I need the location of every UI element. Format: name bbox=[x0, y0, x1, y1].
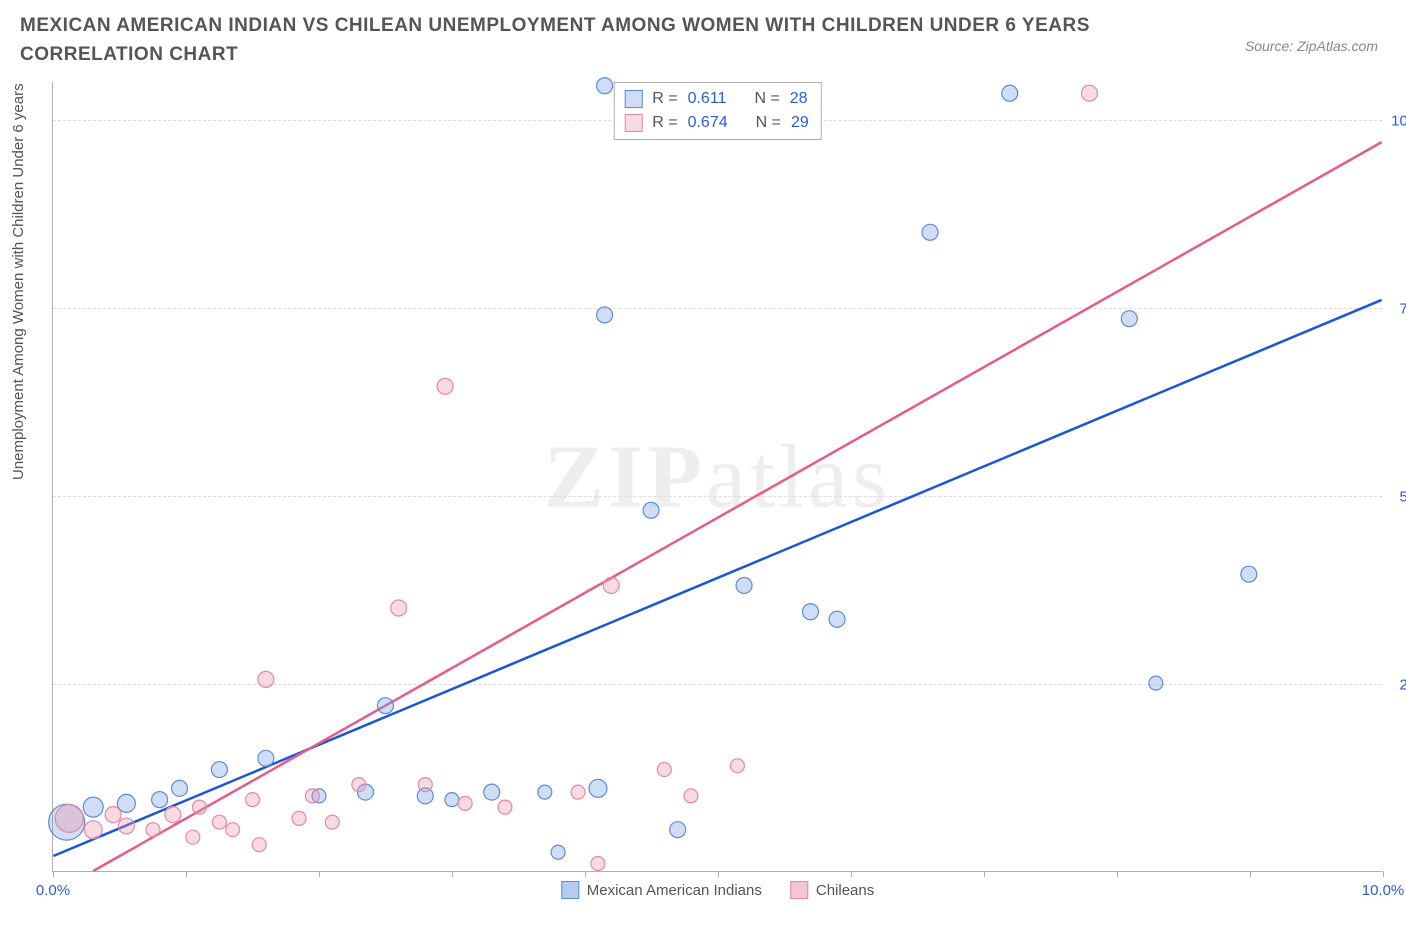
scatter-point bbox=[1081, 85, 1097, 101]
scatter-point bbox=[670, 822, 686, 838]
scatter-point bbox=[258, 671, 274, 687]
scatter-point bbox=[418, 778, 432, 792]
legend-r-value: 0.611 bbox=[688, 87, 727, 111]
scatter-svg-layer bbox=[53, 82, 1382, 871]
scatter-point bbox=[458, 796, 472, 810]
chart-title: MEXICAN AMERICAN INDIAN VS CHILEAN UNEMP… bbox=[20, 12, 1120, 69]
legend-row: R = 0.674 N = 29 bbox=[624, 111, 809, 135]
scatter-point bbox=[538, 785, 552, 799]
scatter-point bbox=[484, 784, 500, 800]
scatter-point bbox=[377, 698, 393, 714]
scatter-point bbox=[152, 792, 168, 808]
scatter-point bbox=[258, 750, 274, 766]
scatter-point bbox=[212, 815, 226, 829]
scatter-point bbox=[1241, 566, 1257, 582]
scatter-point bbox=[643, 502, 659, 518]
legend-n-value: 28 bbox=[790, 87, 808, 111]
trend-line bbox=[53, 300, 1381, 856]
scatter-point bbox=[84, 821, 102, 839]
scatter-point bbox=[603, 577, 619, 593]
legend-item: Mexican American Indians bbox=[561, 881, 762, 899]
scatter-point bbox=[591, 856, 605, 870]
chart-plot-area: ZIPatlas 25.0%50.0%75.0%100.0% 0.0%10.0%… bbox=[52, 82, 1382, 872]
source-credit: Source: ZipAtlas.com bbox=[1245, 38, 1378, 54]
scatter-point bbox=[1002, 85, 1018, 101]
scatter-point bbox=[305, 789, 319, 803]
scatter-point bbox=[146, 823, 160, 837]
scatter-point bbox=[657, 763, 671, 777]
x-tick bbox=[1250, 871, 1251, 877]
legend-row: R = 0.611 N = 28 bbox=[624, 87, 809, 111]
x-tick bbox=[984, 871, 985, 877]
y-axis-label: Unemployment Among Women with Children U… bbox=[10, 83, 27, 480]
legend-item-label: Chileans bbox=[816, 882, 874, 899]
scatter-point bbox=[445, 793, 459, 807]
scatter-point bbox=[922, 224, 938, 240]
legend-r-value: 0.674 bbox=[688, 111, 728, 135]
scatter-point bbox=[252, 838, 266, 852]
scatter-point bbox=[118, 818, 134, 834]
scatter-point bbox=[55, 804, 83, 832]
legend-item: Chileans bbox=[790, 881, 874, 899]
x-tick bbox=[585, 871, 586, 877]
scatter-point bbox=[589, 779, 607, 797]
scatter-point bbox=[684, 789, 698, 803]
scatter-point bbox=[437, 378, 453, 394]
scatter-point bbox=[571, 785, 585, 799]
legend-n-label: N = bbox=[754, 87, 779, 111]
x-tick bbox=[319, 871, 320, 877]
scatter-point bbox=[165, 807, 181, 823]
scatter-point bbox=[186, 830, 200, 844]
legend-n-value: 29 bbox=[791, 111, 809, 135]
scatter-point bbox=[226, 823, 240, 837]
x-tick-label: 0.0% bbox=[36, 882, 70, 899]
scatter-point bbox=[597, 78, 613, 94]
scatter-point bbox=[325, 815, 339, 829]
scatter-point bbox=[105, 807, 121, 823]
legend-swatch-icon bbox=[624, 114, 642, 132]
x-tick bbox=[186, 871, 187, 877]
scatter-point bbox=[597, 307, 613, 323]
scatter-point bbox=[172, 780, 188, 796]
legend-swatch-icon bbox=[561, 881, 579, 899]
scatter-point bbox=[498, 800, 512, 814]
scatter-point bbox=[1121, 311, 1137, 327]
scatter-point bbox=[802, 604, 818, 620]
y-tick-label: 50.0% bbox=[1399, 488, 1406, 505]
y-tick-label: 75.0% bbox=[1399, 300, 1406, 317]
scatter-point bbox=[211, 762, 227, 778]
legend-swatch-icon bbox=[790, 881, 808, 899]
scatter-point bbox=[192, 800, 206, 814]
x-tick bbox=[452, 871, 453, 877]
legend-item-label: Mexican American Indians bbox=[587, 882, 762, 899]
y-tick-label: 25.0% bbox=[1399, 676, 1406, 693]
scatter-point bbox=[352, 778, 366, 792]
y-tick-label: 100.0% bbox=[1391, 112, 1406, 129]
scatter-point bbox=[391, 600, 407, 616]
correlation-legend: R = 0.611 N = 28 R = 0.674 N = 29 bbox=[613, 82, 822, 140]
legend-r-label: R = bbox=[652, 87, 677, 111]
scatter-point bbox=[829, 611, 845, 627]
legend-r-label: R = bbox=[652, 111, 677, 135]
x-tick bbox=[53, 871, 54, 877]
x-tick bbox=[718, 871, 719, 877]
scatter-point bbox=[1149, 676, 1163, 690]
x-tick bbox=[851, 871, 852, 877]
scatter-point bbox=[83, 797, 103, 817]
legend-n-label: N = bbox=[756, 111, 781, 135]
legend-swatch-icon bbox=[624, 90, 642, 108]
scatter-point bbox=[736, 577, 752, 593]
scatter-point bbox=[730, 759, 744, 773]
scatter-point bbox=[246, 793, 260, 807]
scatter-point bbox=[292, 811, 306, 825]
series-legend: Mexican American Indians Chileans bbox=[561, 881, 874, 899]
x-tick bbox=[1383, 871, 1384, 877]
x-tick bbox=[1117, 871, 1118, 877]
x-tick-label: 10.0% bbox=[1362, 882, 1405, 899]
scatter-point bbox=[551, 845, 565, 859]
